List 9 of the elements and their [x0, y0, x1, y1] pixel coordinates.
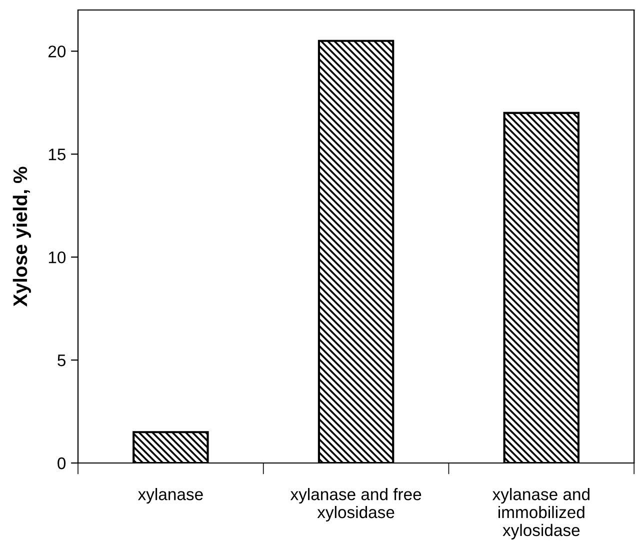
y-tick-label: 5 [58, 354, 66, 366]
y-axis-title: Xylose yield, % [12, 166, 31, 307]
x-tick-label: xylanase and immobilized xylosidase [492, 488, 590, 540]
y-tick-label: 0 [58, 457, 66, 470]
y-tick-label: 10 [48, 251, 66, 264]
y-tick-label: 20 [48, 46, 66, 58]
x-tick-label: xylanase [138, 488, 203, 504]
y-tick-label: 15 [48, 148, 66, 160]
x-tick-label: xylanase and free xylosidase [290, 488, 422, 522]
